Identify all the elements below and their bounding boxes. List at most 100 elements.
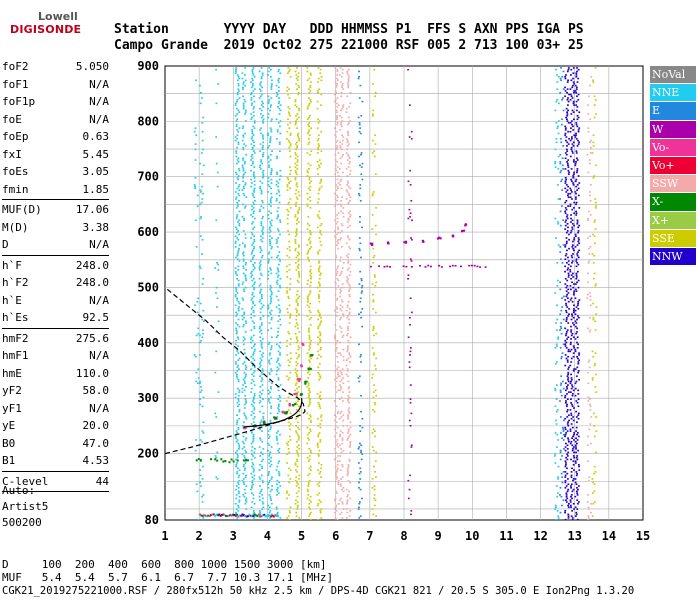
echo-point: [588, 292, 591, 294]
echo-point: [254, 343, 256, 346]
echo-point: [298, 313, 300, 315]
echo-point: [242, 88, 244, 90]
echo-point: [288, 141, 291, 144]
echo-point: [349, 497, 352, 500]
echo-point: [573, 292, 575, 294]
echo-point: [402, 265, 405, 268]
echo-point: [572, 173, 575, 176]
echo-point: [566, 472, 569, 475]
echo-point: [259, 361, 262, 363]
echo-point: [570, 361, 573, 363]
echo-point: [310, 150, 313, 152]
echo-point: [337, 203, 339, 206]
echo-point: [267, 315, 270, 317]
echo-point: [235, 288, 238, 291]
echo-point: [259, 350, 262, 353]
echo-point: [277, 102, 280, 105]
echo-point: [334, 173, 337, 176]
echo-point: [236, 513, 239, 516]
echo-point: [242, 125, 245, 128]
echo-point: [562, 168, 565, 170]
echo-point: [346, 439, 349, 441]
echo-point: [252, 210, 255, 213]
echo-point: [193, 354, 196, 356]
echo-point: [410, 199, 413, 202]
echo-point: [245, 432, 248, 434]
echo-point: [276, 442, 279, 445]
param-row: yE 20.0: [2, 417, 109, 435]
echo-point: [250, 237, 252, 239]
echo-point: [270, 370, 273, 372]
echo-point: [250, 118, 253, 121]
echo-point: [286, 254, 289, 257]
echo-point: [340, 116, 343, 119]
echo-point: [358, 97, 361, 99]
echo-point: [571, 393, 574, 395]
echo-point: [348, 106, 351, 108]
echo-point: [348, 412, 351, 415]
echo-point: [295, 311, 298, 314]
echo-point: [319, 348, 322, 351]
echo-point: [334, 497, 337, 500]
echo-point: [295, 364, 298, 367]
echo-point: [359, 127, 361, 129]
echo-point: [270, 272, 273, 275]
echo-point: [349, 286, 352, 289]
echo-point: [262, 315, 265, 317]
echo-point: [275, 242, 278, 245]
echo-point: [319, 407, 322, 409]
echo-point: [262, 145, 264, 147]
echo-point: [252, 311, 255, 314]
echo-point: [557, 168, 560, 170]
echo-point: [359, 215, 361, 218]
echo-point: [237, 476, 240, 478]
echo-point: [274, 514, 277, 517]
echo-point: [342, 136, 345, 138]
echo-point: [562, 70, 565, 73]
echo-point: [279, 233, 281, 236]
echo-point: [277, 378, 280, 381]
echo-point: [587, 272, 589, 275]
echo-point: [571, 219, 574, 222]
echo-point: [270, 120, 273, 122]
echo-point: [238, 247, 240, 250]
echo-point: [272, 515, 275, 518]
echo-point: [258, 510, 261, 512]
echo-point: [306, 497, 309, 500]
echo-point: [236, 324, 239, 326]
echo-point: [268, 185, 271, 188]
echo-point: [357, 487, 360, 489]
echo-point: [574, 460, 577, 463]
echo-point: [270, 463, 273, 466]
echo-point: [268, 251, 271, 253]
echo-point: [317, 251, 319, 253]
echo-point: [567, 350, 570, 353]
echo-point: [342, 508, 345, 510]
echo-point: [559, 458, 562, 461]
echo-point: [307, 384, 310, 386]
echo-point: [564, 343, 567, 346]
echo-point: [337, 242, 340, 245]
echo-point: [269, 396, 272, 399]
echo-point: [590, 442, 592, 445]
echo-point: [296, 217, 299, 220]
echo-point: [267, 389, 270, 392]
echo-point: [307, 130, 310, 133]
echo-point: [357, 377, 360, 379]
echo-point: [374, 224, 377, 227]
echo-point: [242, 267, 245, 269]
echo-point: [566, 361, 569, 363]
param-row: foEp 0.63: [2, 128, 109, 146]
echo-point: [260, 419, 263, 422]
echo-point: [572, 455, 575, 457]
echo-point: [235, 373, 238, 376]
echo-point: [405, 265, 408, 268]
echo-point: [336, 166, 339, 168]
echo-point: [279, 277, 282, 280]
echo-point: [317, 293, 320, 296]
echo-point: [236, 129, 239, 131]
echo-point: [565, 153, 568, 156]
echo-point: [244, 355, 247, 358]
echo-point: [260, 288, 263, 291]
echo-point: [259, 143, 262, 145]
